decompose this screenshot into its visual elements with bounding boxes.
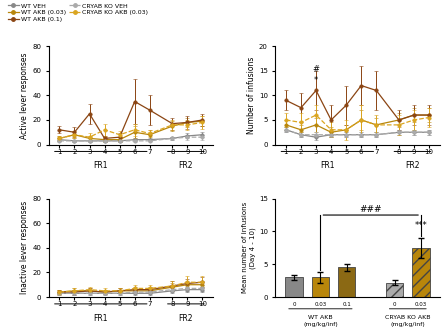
Text: FR1: FR1 bbox=[320, 161, 335, 170]
Text: (mg/kg/inf): (mg/kg/inf) bbox=[303, 322, 338, 327]
Text: FR2: FR2 bbox=[178, 161, 193, 170]
Text: (mg/kg/inf): (mg/kg/inf) bbox=[390, 322, 425, 327]
Text: ###: ### bbox=[360, 205, 382, 214]
Bar bbox=[338, 268, 356, 297]
Text: FR1: FR1 bbox=[94, 314, 108, 323]
Legend: WT VEH, WT AKB (0.03), WT AKB (0.1), CRYAB KO VEH, CRYAB KO AKB (0.03): WT VEH, WT AKB (0.03), WT AKB (0.1), CRY… bbox=[8, 3, 148, 22]
Text: FR1: FR1 bbox=[94, 161, 108, 170]
Text: ***: *** bbox=[415, 221, 428, 230]
Bar bbox=[312, 277, 329, 297]
Bar bbox=[386, 282, 403, 297]
Text: CRYAB KO AKB: CRYAB KO AKB bbox=[385, 315, 431, 320]
Text: FR2: FR2 bbox=[405, 161, 420, 170]
Y-axis label: Active lever responses: Active lever responses bbox=[20, 52, 29, 139]
Bar bbox=[285, 277, 302, 297]
Bar bbox=[412, 248, 430, 297]
Text: #
*: # * bbox=[313, 65, 320, 84]
Y-axis label: Inactive lever responses: Inactive lever responses bbox=[20, 201, 29, 294]
Text: FR2: FR2 bbox=[178, 314, 193, 323]
Y-axis label: Mean number of infusions
(Day 4 - 10): Mean number of infusions (Day 4 - 10) bbox=[242, 202, 256, 293]
Text: WT AKB: WT AKB bbox=[308, 315, 333, 320]
Y-axis label: Number of infusions: Number of infusions bbox=[247, 57, 256, 134]
